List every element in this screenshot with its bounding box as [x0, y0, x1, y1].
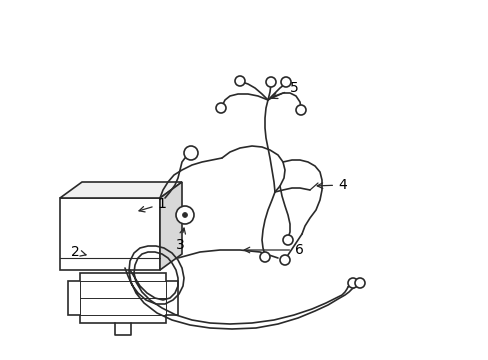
Circle shape — [260, 252, 269, 262]
Circle shape — [280, 255, 289, 265]
Circle shape — [295, 105, 305, 115]
Text: 5: 5 — [271, 81, 298, 99]
Polygon shape — [60, 182, 182, 198]
Circle shape — [347, 278, 357, 288]
Text: 3: 3 — [175, 228, 185, 252]
Text: 2: 2 — [71, 245, 86, 259]
Polygon shape — [160, 182, 182, 270]
Text: 1: 1 — [139, 197, 166, 212]
Text: 6: 6 — [244, 243, 303, 257]
Circle shape — [183, 146, 198, 160]
Bar — [60, 198, 160, 270]
Circle shape — [281, 77, 290, 87]
Circle shape — [283, 235, 292, 245]
Circle shape — [354, 278, 364, 288]
Circle shape — [182, 212, 187, 217]
Circle shape — [176, 206, 194, 224]
Polygon shape — [68, 273, 178, 323]
Circle shape — [235, 76, 244, 86]
Text: 4: 4 — [317, 178, 346, 192]
Circle shape — [216, 103, 225, 113]
Circle shape — [265, 77, 275, 87]
